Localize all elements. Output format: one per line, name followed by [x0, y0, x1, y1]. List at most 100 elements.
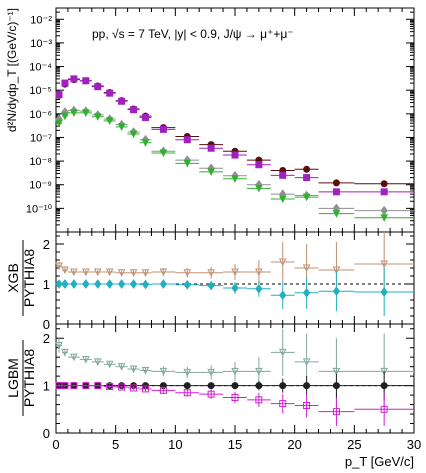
y-tick-label: 10⁻⁹ [29, 180, 52, 192]
data-point [380, 367, 388, 376]
data-point [302, 264, 311, 273]
data-point [380, 260, 388, 269]
bottom-ylabel-denominator: PYTHIA8 [21, 349, 37, 408]
data-point [303, 402, 311, 410]
y-tick-label: 10⁻⁸ [29, 156, 52, 168]
data-point [279, 400, 287, 408]
y-tick-label: 10⁻⁶ [29, 109, 52, 121]
data-point [231, 151, 239, 159]
data-point [332, 286, 341, 297]
data-point [332, 367, 341, 376]
data-point [159, 268, 168, 277]
data-point [332, 210, 341, 218]
y-tick-label: 0 [43, 317, 50, 332]
top-panel-ticks: 10⁻¹⁰ 10⁻⁹ 10⁻⁸ 10⁻⁷ 10⁻⁶ 10⁻⁵ 10⁻⁴ 10⁻³ 10⁻² [26, 7, 414, 233]
data-point [141, 279, 150, 290]
y-tick-label: 2 [43, 237, 50, 252]
x-tick-label: 30 [407, 437, 421, 452]
data-point [129, 130, 138, 139]
data-point [70, 382, 78, 390]
data-point [117, 269, 126, 277]
data-point [183, 136, 191, 144]
data-point [106, 279, 114, 289]
data-point [255, 161, 263, 169]
data-point [61, 279, 69, 289]
data-point [255, 367, 263, 376]
data-point [70, 109, 78, 117]
data-point [278, 195, 287, 204]
bottom-panel-ticks: 0 1 2 [43, 328, 414, 441]
middle-ylabel-denominator: PYTHIA8 [21, 249, 37, 308]
data-point [380, 382, 388, 390]
bottom-ylabel-numerator: LGBM [5, 358, 21, 398]
data-point [70, 75, 78, 83]
x-tick-label: 10 [168, 437, 182, 452]
data-point [142, 113, 149, 121]
data-point [93, 358, 102, 367]
data-point [183, 389, 191, 397]
data-point [303, 174, 311, 182]
data-point [183, 382, 191, 390]
data-point [278, 258, 287, 267]
y-tick-label: 1 [43, 277, 50, 292]
data-point [117, 123, 126, 132]
data-point [118, 97, 126, 105]
data-point [380, 287, 388, 297]
data-point [129, 269, 138, 277]
data-point [231, 382, 239, 390]
y-tick-label: 10⁻¹⁰ [26, 203, 53, 215]
data-point [142, 385, 149, 393]
middle-panel-series [55, 232, 414, 316]
y-tick-label: 0 [43, 426, 50, 441]
y-tick-label: 1 [43, 379, 50, 394]
data-point [159, 149, 168, 158]
data-point [207, 280, 215, 291]
data-point [55, 262, 63, 271]
data-point [61, 112, 69, 121]
data-point [70, 353, 78, 362]
data-point [105, 268, 114, 277]
bottom-panel-ylabel: LGBM PYTHIA8 [5, 340, 37, 416]
data-point [231, 283, 239, 293]
middle-ylabel-numerator: XGB [5, 263, 21, 293]
data-point [82, 356, 90, 364]
data-point [159, 386, 167, 394]
top-series-3 [55, 109, 414, 222]
data-point [129, 365, 138, 374]
top-panel-series [55, 75, 414, 222]
data-point [380, 188, 388, 196]
x-axis-ticks: 0 5 10 15 20 25 30 [52, 8, 421, 452]
data-point [106, 89, 114, 97]
data-point [70, 268, 78, 277]
data-point [105, 117, 114, 126]
y-tick-label: 10⁻⁷ [30, 132, 52, 144]
data-point [332, 179, 340, 187]
data-point [61, 266, 69, 275]
data-point [207, 144, 215, 152]
data-point [255, 268, 263, 277]
data-point [82, 382, 90, 390]
data-point [255, 184, 263, 193]
data-point [332, 408, 340, 416]
data-point [255, 396, 263, 404]
data-point [255, 283, 263, 294]
data-point [279, 290, 287, 301]
data-point [332, 188, 340, 196]
data-point [70, 279, 78, 289]
data-point [183, 269, 192, 277]
data-point [332, 266, 341, 275]
data-point [279, 382, 287, 390]
data-point [380, 180, 388, 188]
data-point [82, 109, 90, 117]
data-point [207, 368, 215, 377]
data-point [183, 279, 191, 290]
middle-series-1 [55, 268, 414, 316]
top-panel-annotation: pp, √s = 7 TeV, |y| < 0.9, J/ψ → μ⁺+μ⁻ [92, 27, 294, 41]
data-point [302, 193, 311, 202]
x-tick-label: 25 [347, 437, 361, 452]
x-axis-label: p_T [GeV/c] [345, 454, 414, 469]
data-point [380, 405, 388, 413]
y-tick-label: 2 [43, 331, 50, 346]
data-point [207, 168, 215, 176]
